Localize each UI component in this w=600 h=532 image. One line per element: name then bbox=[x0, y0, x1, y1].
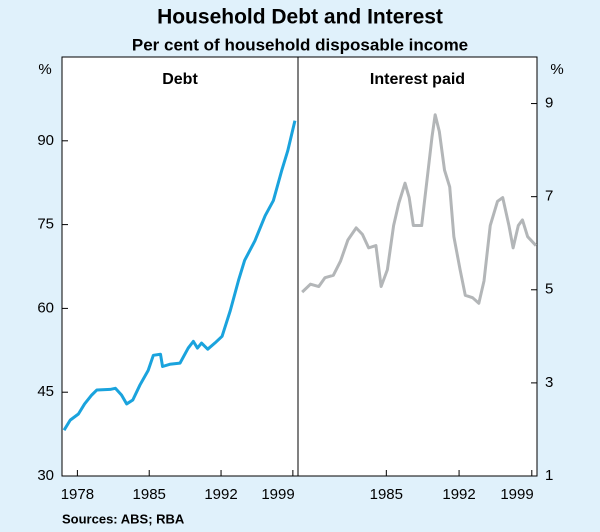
chart-subtitle: Per cent of household disposable income bbox=[132, 35, 468, 54]
y-tick-label: 60 bbox=[37, 299, 54, 316]
x-tick-label: 1992 bbox=[442, 486, 475, 503]
y-tick-label: 30 bbox=[37, 467, 54, 484]
source: Sources: ABS; RBA bbox=[62, 511, 185, 526]
x-tick-label: 1999 bbox=[500, 486, 533, 503]
chart-title: Household Debt and Interest bbox=[157, 6, 443, 29]
data-line bbox=[62, 120, 297, 431]
y-tick-label: 45 bbox=[37, 383, 54, 400]
y-axis-label: % bbox=[38, 61, 51, 78]
y-tick-label: 7 bbox=[545, 188, 553, 205]
plot-frame bbox=[61, 56, 538, 477]
y-tick-label: 3 bbox=[545, 374, 553, 391]
panel-title: Debt bbox=[162, 71, 198, 88]
x-tick-label: 1985 bbox=[133, 486, 166, 503]
panel-title: Interest paid bbox=[370, 71, 465, 88]
data-line bbox=[301, 113, 538, 305]
y-tick-label: 75 bbox=[37, 216, 54, 233]
x-tick-label: 1999 bbox=[261, 486, 294, 503]
y-tick-label: 1 bbox=[545, 467, 553, 484]
y-tick-label: 9 bbox=[545, 95, 553, 112]
x-tick-label: 1985 bbox=[370, 486, 403, 503]
y-axis-label: % bbox=[550, 61, 563, 78]
y-tick-label: 5 bbox=[545, 281, 553, 298]
y-tick-label: 90 bbox=[37, 132, 54, 149]
x-tick-label: 1978 bbox=[61, 486, 94, 503]
x-tick-label: 1992 bbox=[204, 486, 237, 503]
